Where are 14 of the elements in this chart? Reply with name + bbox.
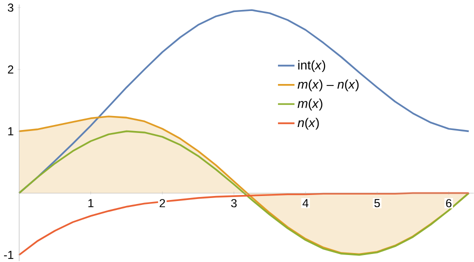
legend-label: int(x) bbox=[298, 60, 326, 72]
legend-label: m(x) – n(x) bbox=[298, 79, 359, 92]
x-tick-label: 4 bbox=[302, 198, 308, 207]
x-tick-label: 5 bbox=[374, 198, 380, 207]
y-tick-label: -1 bbox=[4, 250, 14, 259]
x-tick-label: 1 bbox=[88, 198, 94, 207]
x-tick-label: 3 bbox=[231, 198, 237, 208]
x-tick-label: 6 bbox=[446, 198, 452, 208]
legend-label: m(x) bbox=[298, 98, 322, 110]
y-tick-label: 2 bbox=[8, 65, 14, 74]
x-tick-label: 2 bbox=[160, 198, 165, 207]
y-tick-label: 1 bbox=[8, 127, 14, 136]
y-tick-label: 3 bbox=[8, 3, 14, 12]
legend-label: n(x) bbox=[298, 118, 319, 130]
